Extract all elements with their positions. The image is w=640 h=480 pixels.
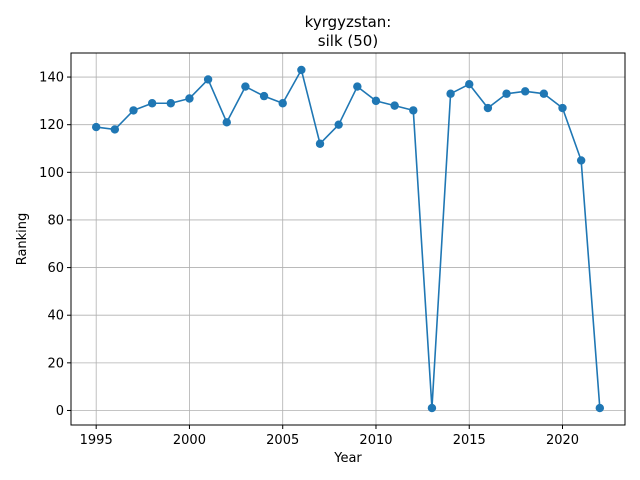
chart-title-line-1: kyrgyzstan:	[305, 13, 392, 31]
y-axis-label: Ranking	[15, 213, 30, 266]
y-tick-label: 20	[47, 356, 64, 371]
data-point	[595, 403, 605, 413]
data-point	[353, 82, 362, 91]
data-point	[409, 106, 418, 115]
x-axis-label: Year	[333, 451, 362, 466]
data-point	[334, 120, 343, 129]
data-point	[390, 101, 399, 110]
x-tick-label: 2020	[546, 433, 579, 448]
y-tick-label: 120	[39, 118, 64, 133]
data-point	[222, 118, 231, 127]
y-axis-ticks: 0 20 40 60 80 100 120 140	[39, 71, 71, 419]
y-tick-label: 80	[47, 213, 64, 228]
data-point	[129, 106, 138, 115]
x-tick-label: 1995	[80, 433, 113, 448]
data-point	[371, 96, 381, 106]
data-point	[502, 89, 511, 98]
data-point	[259, 91, 269, 101]
y-tick-label: 60	[47, 261, 64, 276]
x-axis-ticks: 1995 2000 2005 2010 2015 2020	[80, 425, 579, 448]
data-point	[185, 94, 194, 103]
data-point	[278, 99, 287, 108]
y-tick-label: 140	[39, 71, 64, 86]
x-tick-label: 2005	[266, 433, 299, 448]
data-point	[427, 403, 437, 413]
data-point	[241, 82, 250, 91]
data-point	[576, 156, 586, 165]
data-point	[465, 79, 474, 89]
y-tick-label: 100	[39, 166, 64, 181]
series-line	[96, 69, 601, 409]
grid	[71, 53, 625, 425]
data-point	[110, 125, 120, 134]
data-point	[483, 103, 493, 113]
y-tick-label: 40	[47, 309, 64, 324]
data-point	[558, 103, 567, 113]
series	[91, 65, 605, 413]
plot-frame	[70, 52, 626, 426]
data-point	[166, 99, 175, 108]
data-point	[147, 99, 157, 108]
data-point	[446, 89, 455, 98]
chart-title-line-2: silk (50)	[318, 32, 378, 50]
y-tick-label: 0	[56, 404, 64, 419]
data-point	[91, 122, 101, 132]
x-tick-label: 2010	[359, 433, 392, 448]
x-tick-label: 2015	[453, 433, 486, 448]
x-tick-label: 2000	[173, 433, 206, 448]
data-point	[315, 139, 325, 148]
data-point	[521, 87, 530, 96]
data-point	[297, 65, 306, 75]
data-point	[539, 89, 549, 98]
data-point	[203, 75, 213, 84]
